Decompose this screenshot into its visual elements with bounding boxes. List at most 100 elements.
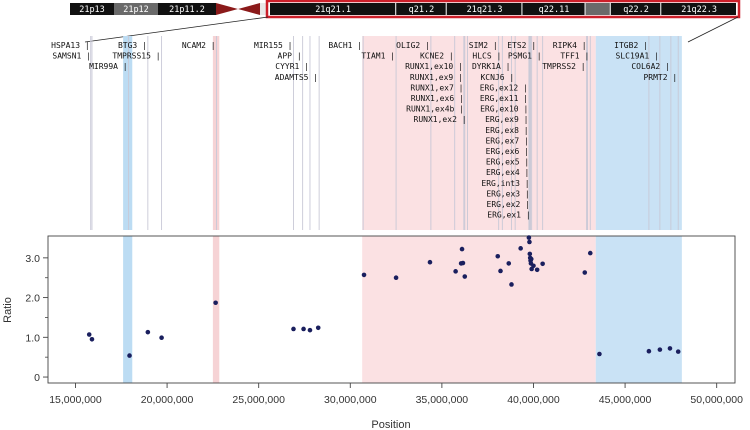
gene-region-2 bbox=[362, 36, 596, 230]
gene-label: ERG,ex8 | bbox=[485, 126, 528, 135]
gene-label: KCNE2 | bbox=[420, 52, 454, 61]
band-2 bbox=[158, 3, 216, 15]
gene-label: COL6A2 | bbox=[631, 62, 670, 71]
x-tick-label: 30,000,000 bbox=[324, 394, 377, 406]
q-band-label: q21.2 bbox=[409, 5, 435, 15]
q-band-label: q22.11 bbox=[539, 5, 570, 15]
gene-label: MIR99A | bbox=[89, 62, 128, 71]
data-point bbox=[460, 260, 466, 266]
data-point bbox=[675, 349, 681, 354]
gene-label: TMPRSS15 | bbox=[112, 52, 160, 61]
gene-label: ERG,ex3 | bbox=[486, 189, 529, 198]
gene-label: HSPA13 | bbox=[51, 41, 90, 50]
x-tick-label: 50,000,000 bbox=[690, 394, 743, 406]
gene-label: CYYR1 | bbox=[275, 62, 309, 71]
data-point bbox=[528, 256, 534, 262]
gene-label: RUNX1,ex7 | bbox=[410, 83, 463, 92]
q-band-4 bbox=[585, 3, 610, 15]
data-point bbox=[526, 235, 532, 240]
selected-region-box bbox=[265, 0, 741, 19]
gene-label: PRMT2 | bbox=[643, 73, 677, 82]
data-point bbox=[667, 346, 673, 351]
gene-label: BACH1 | bbox=[328, 41, 362, 50]
data-point bbox=[527, 239, 532, 245]
band-label: 21p11.2 bbox=[169, 5, 205, 15]
x-tick-label: 25,000,000 bbox=[232, 394, 285, 406]
gene-label: TFF1 | bbox=[560, 52, 589, 61]
x-tick-label: 20,000,000 bbox=[141, 394, 194, 406]
q-arm-start bbox=[260, 3, 268, 15]
q-band-label: 21q21.3 bbox=[467, 5, 503, 15]
data-point bbox=[657, 347, 663, 352]
gene-label: ERG,ex12 | bbox=[480, 83, 528, 92]
gene-label: KCNJ6 | bbox=[480, 73, 514, 82]
gene-label: RUNX1,ex4b | bbox=[406, 105, 464, 114]
y-tick-label: 2.0 bbox=[25, 293, 40, 305]
zoom-line-left bbox=[84, 16, 269, 43]
band-1 bbox=[114, 3, 158, 15]
data-point bbox=[506, 261, 512, 266]
data-point bbox=[159, 335, 164, 341]
data-point bbox=[518, 246, 523, 251]
data-point bbox=[307, 327, 313, 333]
gene-label: BTG3 | bbox=[118, 41, 147, 50]
band-label: 21p12 bbox=[123, 5, 149, 15]
x-tick-label: 45,000,000 bbox=[599, 394, 652, 406]
gene-label: ERG,ex11 | bbox=[480, 94, 528, 103]
gene-label: TMPRSS2 | bbox=[542, 62, 585, 71]
gene-label: ITGB2 | bbox=[614, 41, 648, 50]
gene-label: RUNX1,ex10 | bbox=[405, 62, 463, 71]
q-band-label: 21q21.1 bbox=[315, 5, 351, 15]
x-tick-label: 15,000,000 bbox=[49, 394, 102, 406]
gene-label: ADAMTS5 | bbox=[275, 73, 318, 82]
data-point bbox=[587, 250, 593, 256]
gene-label: NCAM2 | bbox=[182, 41, 216, 50]
x-tick-label: 40,000,000 bbox=[507, 394, 560, 406]
data-point bbox=[597, 351, 602, 357]
gene-label: OLIG2 | bbox=[396, 41, 430, 50]
data-point bbox=[498, 268, 503, 274]
chromosome-ideogram: 21p13 21p12 21p11.2 21q21.1 q21.2 21q21.3 q22.… bbox=[0, 0, 750, 43]
plot-region-0 bbox=[123, 236, 133, 383]
band-label: 21p13 bbox=[79, 5, 105, 15]
plot-region-3 bbox=[595, 236, 682, 383]
data-point bbox=[646, 348, 652, 354]
q-band-label: q22.2 bbox=[623, 5, 649, 15]
data-point bbox=[315, 325, 321, 331]
data-point bbox=[453, 269, 458, 274]
gene-label: DYRK1A | bbox=[472, 62, 511, 71]
x-tick-label: 35,000,000 bbox=[416, 394, 469, 406]
data-point bbox=[427, 259, 433, 265]
data-point bbox=[527, 251, 533, 257]
gene-label: ERG,ex7 | bbox=[485, 136, 528, 145]
data-point bbox=[145, 329, 151, 335]
x-axis-label: Position bbox=[371, 419, 410, 430]
data-point bbox=[213, 300, 218, 306]
y-tick-label: 3.0 bbox=[25, 253, 40, 265]
y-axis-label: Ratio bbox=[2, 297, 14, 323]
plot-frame bbox=[47, 235, 736, 384]
gene-label: PSMG1 | bbox=[508, 52, 542, 61]
data-point bbox=[361, 272, 367, 278]
q-band-0 bbox=[270, 3, 396, 15]
gene-label: RIPK4 | bbox=[553, 41, 587, 50]
gene-label: ERG,ex1 | bbox=[487, 211, 530, 220]
gene-label: ERG,ex10 | bbox=[480, 105, 528, 114]
data-point bbox=[89, 336, 95, 342]
data-point bbox=[459, 246, 465, 252]
q-band-label: 21q22.3 bbox=[681, 5, 717, 15]
q-band-6 bbox=[661, 3, 736, 15]
centromere-right bbox=[238, 3, 260, 15]
data-point bbox=[462, 274, 468, 279]
gene-label: ERG,ex5 | bbox=[486, 158, 529, 167]
scatter-plot: Position Ratio 0 1.0 2.0 3.0 15,000,000 20,00… bbox=[2, 235, 743, 430]
gene-label: ETS2 | bbox=[507, 41, 536, 50]
data-point bbox=[509, 282, 514, 287]
gene-label: RUNX1,ex6 | bbox=[411, 94, 464, 103]
gene-label: SLC19A1 | bbox=[616, 52, 659, 61]
gene-region-0 bbox=[123, 36, 133, 230]
gene-label: SAMSN1 | bbox=[52, 52, 91, 61]
gene-label: TIAM1 | bbox=[361, 52, 395, 61]
data-point bbox=[495, 253, 501, 259]
